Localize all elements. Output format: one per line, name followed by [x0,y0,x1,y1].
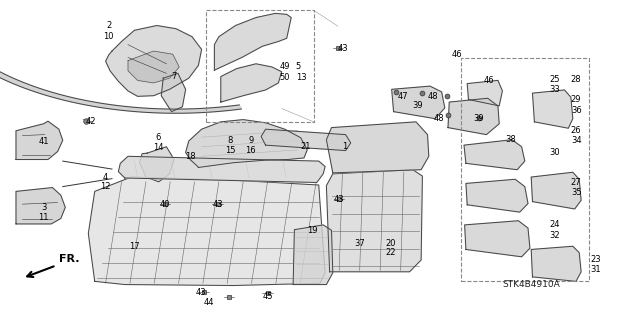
Polygon shape [214,13,291,70]
Text: 42: 42 [86,117,96,126]
Text: 48: 48 [428,92,438,101]
Text: 20: 20 [385,239,396,248]
Text: 40: 40 [160,200,170,209]
Polygon shape [531,172,581,209]
Text: 18: 18 [186,152,196,161]
Text: 26: 26 [571,126,582,135]
Text: 17: 17 [129,242,140,251]
Text: 37: 37 [355,239,365,248]
Text: 6: 6 [156,133,161,142]
Text: 39: 39 [474,114,484,123]
Text: 46: 46 [452,50,463,59]
Text: 23: 23 [590,255,601,263]
Polygon shape [16,121,63,160]
Text: 9: 9 [248,137,253,145]
Text: 16: 16 [246,146,256,155]
Polygon shape [118,156,325,182]
Text: 48: 48 [434,114,444,123]
Text: 8: 8 [228,137,233,145]
Text: 7: 7 [172,72,177,81]
Polygon shape [221,64,282,102]
Polygon shape [465,221,530,257]
Polygon shape [531,246,581,281]
Polygon shape [186,120,307,167]
Text: 41: 41 [38,137,49,146]
Text: 43: 43 [212,200,223,209]
Text: 2: 2 [106,21,111,30]
Polygon shape [466,179,528,212]
Text: 50: 50 [280,73,290,82]
Text: 43: 43 [334,195,344,204]
Polygon shape [16,188,65,224]
Text: 30: 30 [549,148,560,157]
Polygon shape [448,98,499,135]
Bar [206,10,314,122]
Text: 47: 47 [398,92,408,101]
Text: 49: 49 [280,63,290,71]
Text: 25: 25 [549,75,559,84]
Text: STK4B4910A: STK4B4910A [502,280,560,289]
Text: 15: 15 [225,146,236,155]
Text: 43: 43 [196,288,206,297]
Text: 1: 1 [342,142,347,151]
Text: 10: 10 [104,32,114,41]
Text: 11: 11 [38,213,49,222]
Polygon shape [88,177,325,286]
Polygon shape [0,19,241,113]
Text: 12: 12 [100,182,111,191]
Text: 21: 21 [300,142,310,151]
Text: 19: 19 [307,226,317,235]
Polygon shape [128,51,179,83]
Text: 22: 22 [385,248,396,257]
Text: 34: 34 [571,137,582,145]
Text: 3: 3 [41,204,46,212]
Text: 45: 45 [262,292,273,300]
Text: 33: 33 [549,85,560,94]
Text: 14: 14 [153,143,163,152]
Text: 27: 27 [571,178,582,187]
Text: 32: 32 [549,231,560,240]
Text: 28: 28 [571,75,582,84]
Text: 5: 5 [296,63,301,71]
Text: FR.: FR. [59,254,79,264]
Polygon shape [106,26,202,96]
Text: 13: 13 [296,73,307,82]
Polygon shape [261,129,351,151]
Polygon shape [532,90,573,128]
Polygon shape [326,170,422,272]
Text: 39: 39 [412,101,422,110]
Polygon shape [464,140,525,170]
Text: 29: 29 [571,95,581,104]
Bar [461,58,589,281]
Text: 38: 38 [506,135,516,144]
Text: 24: 24 [549,220,559,229]
Text: 46: 46 [483,76,494,85]
Polygon shape [326,122,429,173]
Polygon shape [140,147,174,182]
Polygon shape [467,80,502,106]
Polygon shape [392,86,445,119]
Polygon shape [293,225,333,285]
Text: 31: 31 [590,265,601,274]
Text: 35: 35 [571,189,582,197]
Polygon shape [161,73,186,112]
Text: 43: 43 [338,44,349,53]
Text: 44: 44 [204,298,214,307]
Text: 4: 4 [103,173,108,182]
Text: 36: 36 [571,106,582,115]
